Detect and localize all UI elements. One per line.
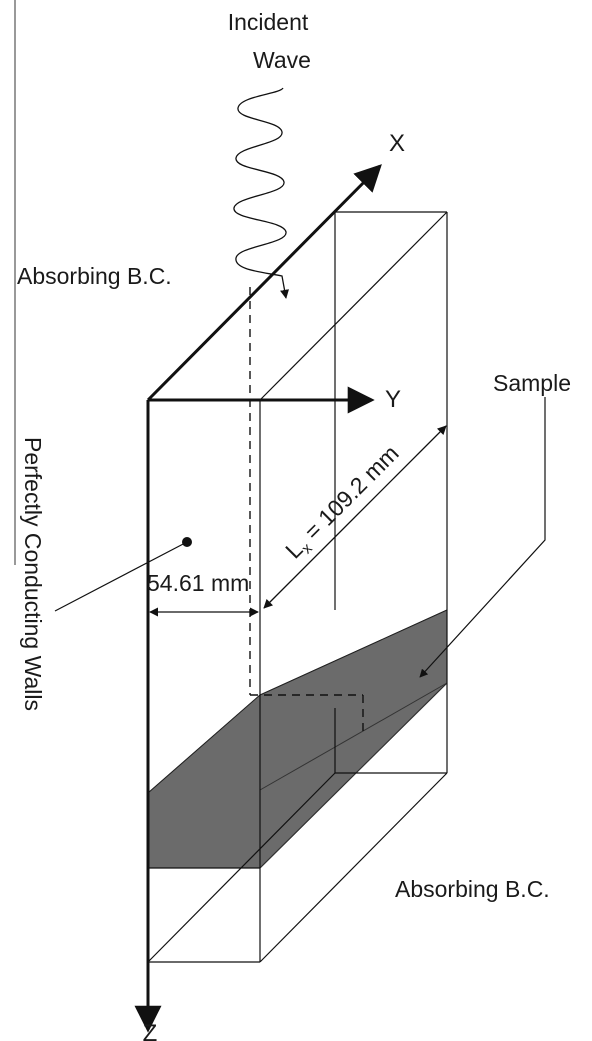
- z-axis-label: Z: [143, 1020, 158, 1041]
- hidden-edges: [249, 287, 364, 735]
- sample-label: Sample: [493, 370, 571, 396]
- walls-leader-line: [54, 541, 188, 612]
- sample-top-ridge: [259, 682, 448, 791]
- sample-front-face: [147, 693, 261, 869]
- incident-wave-label-line1: Incident: [228, 9, 309, 35]
- absorbing-bc-bottom-label: Absorbing B.C.: [395, 876, 550, 902]
- perfectly-conducting-walls-label: Perfectly Conducting Walls: [20, 437, 46, 711]
- width-dimension-label: 54.61 mm: [147, 570, 249, 596]
- x-axis-label: X: [389, 130, 405, 157]
- sample-slab: [147, 609, 448, 870]
- incident-wave-icon: [233, 87, 290, 299]
- x-axis-arrow: [146, 164, 382, 402]
- incident-wave-label-line2: Wave: [253, 47, 311, 73]
- length-dimension-value: = 109.2 mm: [295, 440, 404, 549]
- length-dimension-label: Lx = 109.2 mm: [280, 440, 406, 566]
- sample-leader-line: [419, 397, 546, 678]
- y-axis-label: Y: [385, 386, 401, 413]
- axes: [134, 164, 382, 1033]
- absorbing-bc-top-label: Absorbing B.C.: [17, 263, 172, 289]
- length-dimension: [263, 425, 447, 609]
- sample-right-face: [259, 609, 448, 870]
